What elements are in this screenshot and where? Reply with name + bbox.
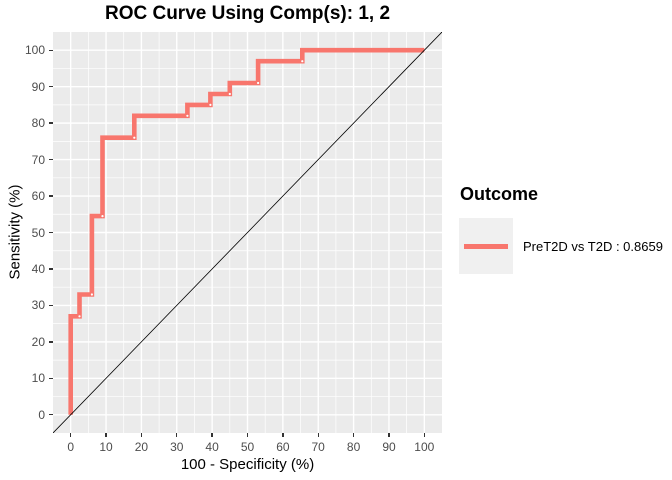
x-tick-label: 70 xyxy=(311,440,325,454)
x-tick-label: 10 xyxy=(99,440,113,454)
legend-title: Outcome xyxy=(460,184,539,204)
x-tick-label: 40 xyxy=(205,440,219,454)
y-tick-mark xyxy=(49,195,53,197)
y-tick-mark xyxy=(49,341,53,343)
y-tick-mark xyxy=(49,49,53,51)
roc-point-marker xyxy=(133,136,136,139)
x-tick-label: 80 xyxy=(346,440,361,454)
y-tick-mark xyxy=(49,377,53,379)
x-tick-mark xyxy=(388,433,390,437)
y-tick-mark xyxy=(49,304,53,307)
roc-point-marker xyxy=(101,215,104,218)
x-axis-title: 100 - Specificity (%) xyxy=(180,456,315,473)
roc-point-marker xyxy=(90,293,93,296)
x-tick-label: 90 xyxy=(382,440,396,454)
y-tick-label: 20 xyxy=(31,334,45,349)
legend-line-swatch xyxy=(464,243,508,249)
y-tick-label: 70 xyxy=(31,152,45,167)
y-tick-label: 50 xyxy=(31,225,45,240)
y-tick-mark xyxy=(49,122,53,124)
x-tick-mark xyxy=(246,433,249,437)
x-tick-mark xyxy=(282,433,284,437)
x-tick-mark xyxy=(211,433,213,437)
y-tick-label: 40 xyxy=(31,262,45,276)
legend: Outcome PreT2D vs T2D : 0.8659 xyxy=(459,184,671,274)
y-tick-label: 90 xyxy=(31,79,45,94)
x-tick-mark xyxy=(423,433,425,437)
y-tick-label: 100 xyxy=(24,43,45,58)
y-tick-mark xyxy=(49,158,53,161)
x-tick-label: 20 xyxy=(134,440,149,454)
y-tick-label: 80 xyxy=(31,116,45,131)
y-tick-label: 60 xyxy=(31,189,45,203)
y-axis-title: Sensitivity (%) xyxy=(6,184,24,280)
x-tick-mark xyxy=(352,433,355,437)
legend-entry-label: PreT2D vs T2D : 0.8659 xyxy=(523,238,663,254)
roc-point-marker xyxy=(78,315,81,318)
x-tick-label: 60 xyxy=(276,440,290,454)
x-tick-mark xyxy=(70,433,72,437)
legend-key-box xyxy=(459,218,513,274)
legend-entry: PreT2D vs T2D : 0.8659 xyxy=(459,218,671,274)
x-tick-label: 50 xyxy=(240,440,255,454)
x-tick-mark xyxy=(140,433,143,437)
roc-point-marker xyxy=(228,92,231,96)
y-tick-label: 30 xyxy=(31,298,45,313)
x-tick-mark xyxy=(176,433,178,437)
x-tick-label: 0 xyxy=(67,440,75,454)
x-tick-mark xyxy=(317,433,319,437)
y-tick-mark xyxy=(49,414,53,416)
plot-title: ROC Curve Using Comp(s): 1, 2 xyxy=(104,3,391,24)
y-tick-mark xyxy=(49,231,53,234)
x-tick-label: 100 xyxy=(414,440,435,454)
y-tick-label: 10 xyxy=(31,371,45,386)
y-tick-mark xyxy=(49,86,53,88)
x-tick-mark xyxy=(105,433,107,437)
roc-point-marker xyxy=(186,114,189,117)
y-tick-mark xyxy=(49,268,53,270)
roc-point-marker xyxy=(257,81,260,85)
chance-diagonal-line xyxy=(53,32,442,433)
plot-panel xyxy=(53,32,442,433)
roc-plot-svg xyxy=(53,32,442,433)
y-tick-label: 0 xyxy=(38,407,45,422)
roc-point-marker xyxy=(301,60,304,63)
roc-point-marker xyxy=(209,103,212,106)
x-tick-label: 30 xyxy=(170,440,184,454)
